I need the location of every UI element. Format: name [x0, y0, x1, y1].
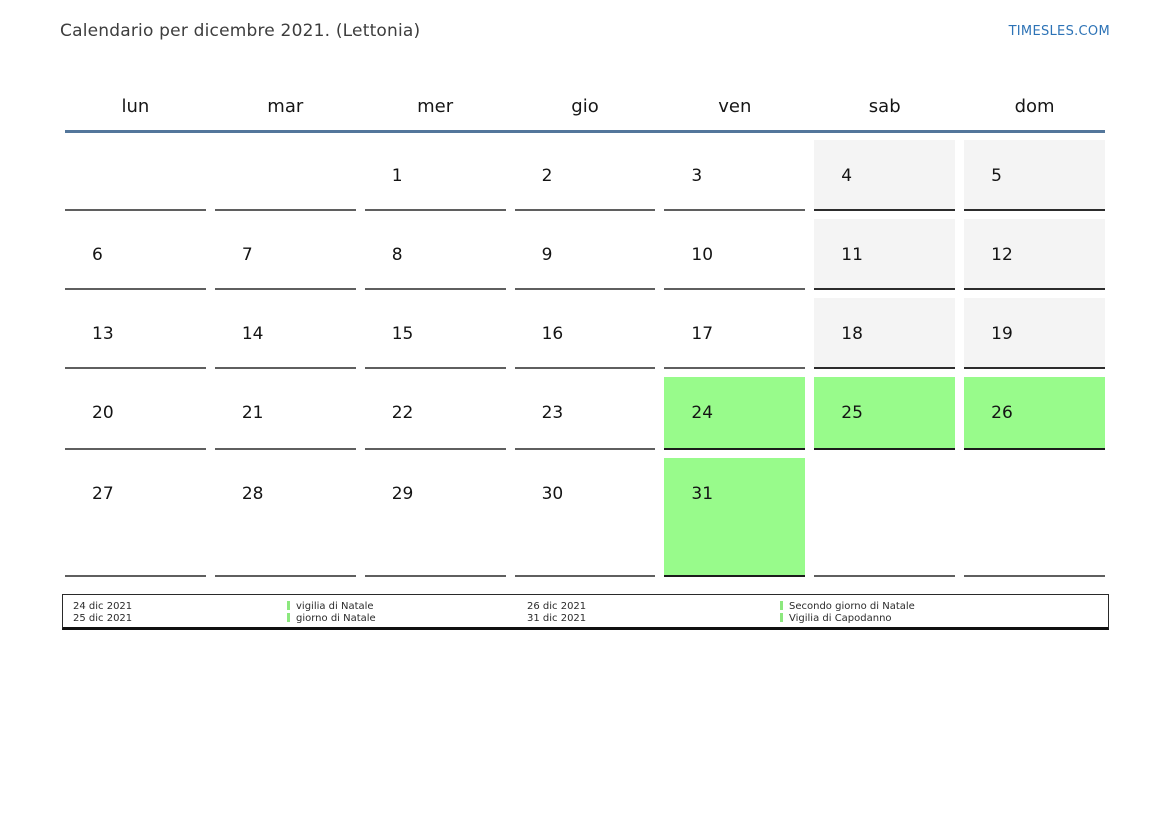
legend-label-text: Vigilia di Capodanno	[789, 613, 892, 624]
weekday-header-row: lun mar mer gio ven sab dom	[65, 85, 1105, 127]
day-number: 24	[691, 403, 714, 423]
day-cell-12: 12	[964, 219, 1105, 290]
day-number: 22	[391, 403, 414, 423]
day-cell-10: 10	[664, 219, 806, 290]
legend-box: 24 dic 2021 25 dic 2021 vigilia di Natal…	[62, 594, 1109, 630]
legend-date: 31 dic 2021	[527, 613, 587, 624]
legend-date: 26 dic 2021	[527, 601, 587, 612]
holiday-marker-icon	[780, 601, 783, 610]
day-number: 18	[841, 324, 863, 344]
day-number: 6	[92, 245, 103, 265]
page-title: Calendario per dicembre 2021. (Lettonia)	[60, 21, 421, 41]
day-number: 27	[92, 484, 114, 504]
day-cell-15: 15	[364, 298, 506, 369]
day-cell-8: 8	[364, 219, 506, 290]
day-cell-2: 2	[514, 140, 656, 211]
day-number: 25	[841, 403, 863, 423]
day-number: 11	[841, 245, 863, 265]
day-cell-4: 4	[814, 140, 956, 211]
weekday-header-gio: gio	[571, 95, 599, 117]
day-number: 14	[241, 324, 264, 344]
day-number: 8	[391, 245, 403, 265]
day-cell-31: 31	[664, 458, 806, 577]
day-cell-1: 1	[364, 140, 506, 211]
day-cell-29: 29	[364, 458, 506, 577]
legend-label: Vigilia di Capodanno	[780, 613, 892, 624]
day-cell-25: 25	[814, 377, 956, 450]
day-cell-13: 13	[65, 298, 206, 369]
weekday-header-ven: ven	[718, 95, 752, 117]
holiday-marker-icon	[780, 613, 783, 622]
day-cell-5: 5	[964, 140, 1105, 211]
day-number: 17	[691, 324, 714, 344]
day-number: 9	[541, 245, 553, 265]
day-cell-empty	[814, 458, 956, 577]
day-number: 20	[92, 403, 114, 423]
day-number: 13	[92, 324, 114, 344]
day-number: 31	[691, 484, 714, 504]
legend-label-text: giorno di Natale	[296, 613, 376, 624]
day-cell-14: 14	[214, 298, 356, 369]
legend-date: 25 dic 2021	[73, 613, 133, 624]
calendar: lun mar mer gio ven sab dom 1 2 3 4 5 6 7 8 9 10 11 12 13 1…	[65, 85, 1105, 577]
day-cell-28: 28	[214, 458, 356, 577]
day-number: 4	[841, 166, 853, 186]
legend-label: vigilia di Natale	[287, 601, 374, 612]
legend-label-text: vigilia di Natale	[296, 601, 374, 612]
day-cell-empty	[65, 140, 206, 211]
day-number: 12	[991, 245, 1013, 265]
weekday-header-mer: mer	[417, 95, 454, 117]
weekday-header-lun: lun	[121, 95, 150, 117]
day-cell-9: 9	[514, 219, 656, 290]
calendar-grid: 1 2 3 4 5 6 7 8 9 10 11 12 13 14 15 16 17 18 19 20 21 22 23 24 2…	[65, 140, 1105, 577]
day-number: 2	[541, 166, 553, 186]
legend-label-text: Secondo giorno di Natale	[789, 601, 915, 612]
day-cell-30: 30	[514, 458, 656, 577]
day-cell-empty	[964, 458, 1105, 577]
day-number: 15	[391, 324, 414, 344]
day-cell-21: 21	[214, 377, 356, 450]
weekday-header-mar: mar	[267, 95, 304, 117]
day-cell-3: 3	[664, 140, 806, 211]
holiday-marker-icon	[287, 613, 290, 622]
day-cell-22: 22	[364, 377, 506, 450]
legend-label: Secondo giorno di Natale	[780, 601, 915, 612]
day-number: 23	[541, 403, 564, 423]
day-number: 21	[241, 403, 264, 423]
legend-date: 24 dic 2021	[73, 601, 133, 612]
day-number: 7	[241, 245, 253, 265]
day-number: 29	[391, 484, 414, 504]
day-number: 16	[541, 324, 564, 344]
timesles-link[interactable]: TIMESLES.COM	[1008, 24, 1110, 39]
day-number: 1	[391, 166, 403, 186]
day-cell-20: 20	[65, 377, 206, 450]
day-cell-18: 18	[814, 298, 956, 369]
day-number: 26	[991, 403, 1013, 423]
day-cell-7: 7	[214, 219, 356, 290]
day-cell-16: 16	[514, 298, 656, 369]
holiday-marker-icon	[287, 601, 290, 610]
day-cell-empty	[214, 140, 356, 211]
day-number: 10	[691, 245, 714, 265]
day-number: 19	[991, 324, 1013, 344]
legend-label: giorno di Natale	[287, 613, 376, 624]
day-number: 5	[991, 166, 1002, 186]
day-cell-17: 17	[664, 298, 806, 369]
weekday-header-sab: sab	[868, 95, 901, 117]
day-cell-19: 19	[964, 298, 1105, 369]
day-cell-23: 23	[514, 377, 656, 450]
header-underline	[65, 130, 1105, 133]
day-number: 30	[541, 484, 564, 504]
day-cell-27: 27	[65, 458, 206, 577]
day-cell-24: 24	[664, 377, 806, 450]
day-cell-26: 26	[964, 377, 1105, 450]
day-number: 28	[241, 484, 264, 504]
day-cell-11: 11	[814, 219, 956, 290]
weekday-header-dom: dom	[1014, 95, 1055, 117]
day-cell-6: 6	[65, 219, 206, 290]
day-number: 3	[691, 166, 703, 186]
